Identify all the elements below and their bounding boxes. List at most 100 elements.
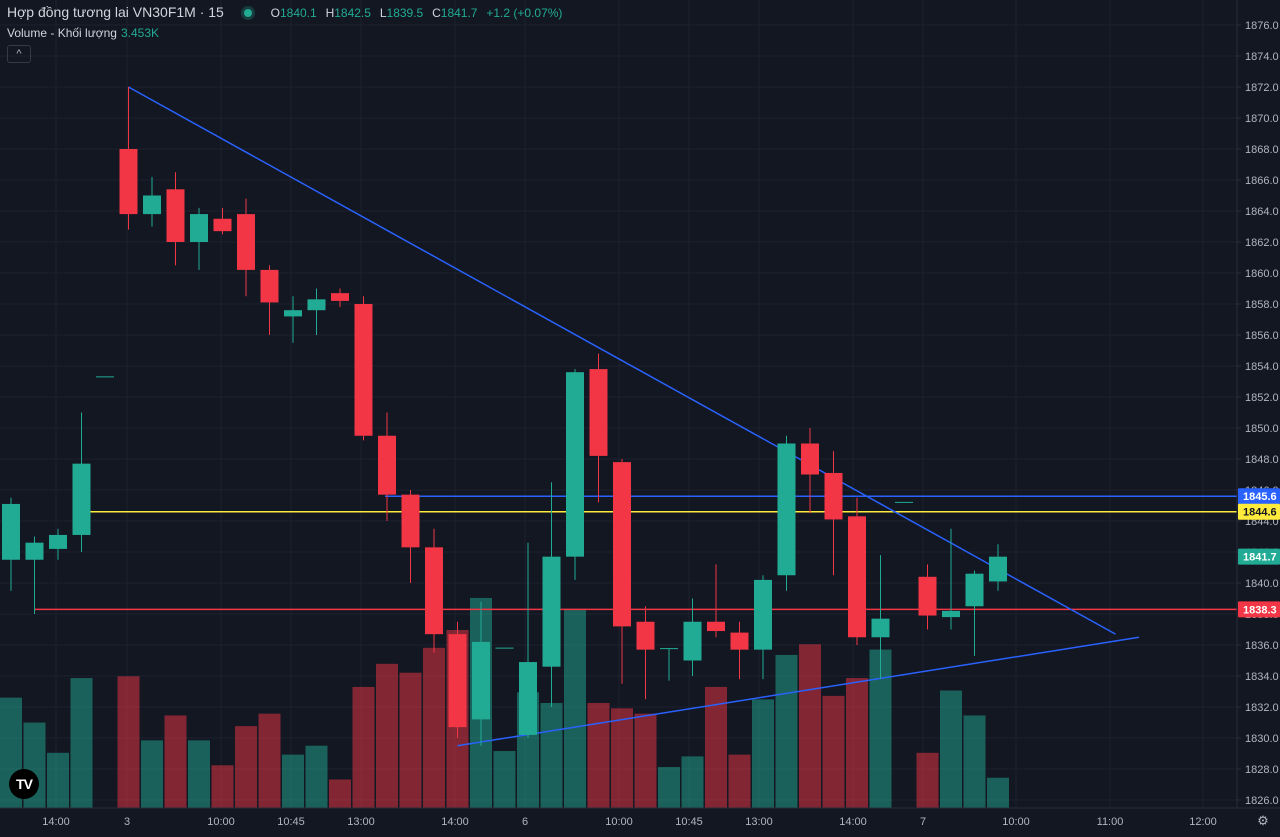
volume-value: 3.453K [120,26,160,40]
candle [777,435,796,591]
time-tick-label: 10:00 [207,816,235,828]
price-label-green: 1841.7 [1238,548,1280,565]
candle [72,412,91,552]
candle-body [307,299,326,311]
volume-bar [634,713,657,808]
candle-body [989,556,1007,582]
volume-bar [47,752,69,808]
candle-body [589,369,608,456]
volume-bar [963,715,986,808]
time-tick-label: 3 [124,816,130,828]
candle [260,265,279,335]
volume-bars [0,597,1009,808]
symbol-title[interactable]: Hợp đồng tương lai VN30F1M · 15 [7,4,224,20]
time-tick-label: 10:00 [1002,816,1030,828]
close-value: 1841.7 [440,6,478,20]
candle [636,606,655,700]
time-tick-label: 10:00 [605,816,633,828]
candle-body [730,632,749,650]
candle [401,490,420,583]
time-tick-label: 13:00 [745,816,773,828]
candle [942,528,960,630]
candle-body [2,503,20,560]
high-value: 1842.5 [334,6,371,20]
price-tick-label: 1850.0 [1245,423,1279,435]
candle [425,528,443,653]
market-status-dot [243,8,252,17]
open-label: O [270,6,280,20]
price-label-yellow: 1844.6 [1238,503,1280,520]
time-tick-label: 6 [522,816,528,828]
price-axis-bg [1237,0,1280,808]
candle-body [119,149,138,215]
candle [190,207,208,270]
gear-icon[interactable]: ⚙ [1257,813,1269,828]
time-axis: 14:00 3 10:00 10:45 13:00 14:00 6 10:00 10:45 13:… [0,807,1280,837]
time-tick-label: 14:00 [42,816,70,828]
price-label-text: 1845.6 [1243,491,1277,503]
price-tick-label: 1834.0 [1245,671,1279,683]
price-label-box [1238,601,1280,618]
volume-bar [587,702,610,808]
volume-bar [376,663,398,808]
candle [166,172,185,266]
close-label: C [432,6,441,20]
price-tick-label: 1840.0 [1245,578,1279,590]
candle [613,459,631,684]
volume-bar [235,726,257,808]
candle [965,570,984,656]
price-tick-label: 1876.0 [1245,20,1279,32]
time-tick-label: 12:00 [1189,816,1217,828]
candle [378,412,396,521]
volume-bar [752,699,774,808]
candle [143,176,161,227]
price-tick-label: 1858.0 [1245,299,1279,311]
price-tick-label: 1832.0 [1245,702,1279,714]
collapse-legend-button[interactable]: ^ [7,45,31,63]
trendline [457,636,1140,747]
price-tick-label: 1866.0 [1245,175,1279,187]
candle [730,621,749,680]
candle-body [848,516,866,638]
candle-body [284,310,302,317]
time-tick-label: 10:45 [277,816,305,828]
price-tick-label: 1874.0 [1245,51,1279,63]
volume-bar [141,740,163,808]
volume-bar [987,777,1009,808]
volume-bar [705,686,727,808]
candle [472,601,490,746]
price-label-text: 1844.6 [1243,507,1277,519]
time-tick-label: 11:00 [1097,816,1124,828]
price-tick-label: 1862.0 [1245,237,1279,249]
candle-body [448,634,467,728]
candle-body [824,472,843,520]
candle-body [213,218,232,232]
price-axis: 1826.0 1828.0 1830.0 1832.0 1834.0 1836.0 1838… [1236,0,1280,808]
price-label-red: 1838.3 [1238,601,1280,618]
high-label: H [325,6,335,20]
price-label-text: 1841.7 [1243,552,1277,564]
candle [448,621,467,738]
price-labels: 1845.6 1844.6 1841.7 1838.3 [1238,488,1280,618]
candle-body [871,618,890,638]
volume-bar [846,678,868,808]
candle-body [331,293,349,301]
price-tick-label: 1856.0 [1245,330,1279,342]
candle-body [260,269,279,303]
candle-body [237,214,255,270]
volume-bar [70,678,93,808]
volume-bar [282,754,304,808]
candle [119,87,138,230]
price-label-box [1238,548,1280,565]
candle-body [425,547,443,635]
volume-label: Volume - Khối lượng [7,26,117,40]
price-label-box [1238,488,1280,505]
candle [237,198,255,297]
price-tick-label: 1826.0 [1245,795,1279,807]
candle-body [25,542,44,560]
volume-legend[interactable]: Volume - Khối lượng 3.453K [7,26,159,40]
volume-bar [799,644,821,808]
open-value: 1840.1 [279,6,317,20]
tradingview-logo[interactable]: TV [9,769,39,799]
